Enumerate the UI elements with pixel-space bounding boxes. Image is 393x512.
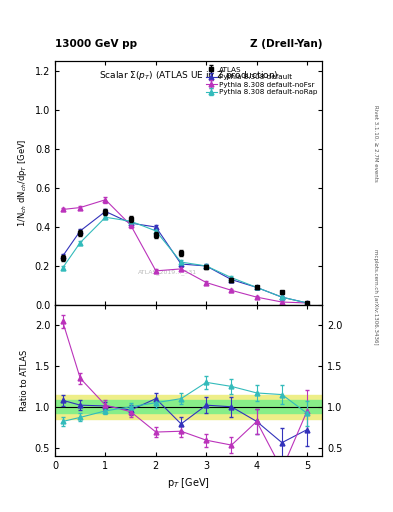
X-axis label: p$_{T}$ [GeV]: p$_{T}$ [GeV] [167,476,210,490]
Y-axis label: Ratio to ATLAS: Ratio to ATLAS [20,350,29,411]
Text: ATLAS_2019..._531: ATLAS_2019..._531 [138,269,197,275]
Text: Rivet 3.1.10, ≥ 2.7M events: Rivet 3.1.10, ≥ 2.7M events [373,105,378,182]
Legend: ATLAS, Pythia 8.308 default, Pythia 8.308 default-noFsr, Pythia 8.308 default-no: ATLAS, Pythia 8.308 default, Pythia 8.30… [204,65,319,96]
Text: Scalar $\Sigma(p_{T})$ (ATLAS UE in Z production): Scalar $\Sigma(p_{T})$ (ATLAS UE in Z pr… [99,69,278,82]
Y-axis label: 1/N$_{ch}$ dN$_{ch}$/dp$_{T}$ [GeV]: 1/N$_{ch}$ dN$_{ch}$/dp$_{T}$ [GeV] [16,139,29,227]
Text: Z (Drell-Yan): Z (Drell-Yan) [250,38,322,49]
Text: 13000 GeV pp: 13000 GeV pp [55,38,137,49]
Text: mcplots.cern.ch [arXiv:1306.3436]: mcplots.cern.ch [arXiv:1306.3436] [373,249,378,345]
